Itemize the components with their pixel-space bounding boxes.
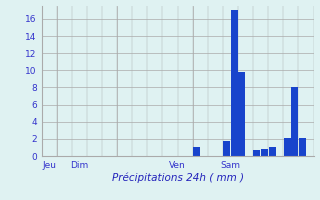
Bar [231, 10, 238, 156]
Bar [193, 147, 200, 156]
Bar [253, 150, 260, 156]
Bar [291, 87, 298, 156]
Bar [284, 138, 291, 156]
X-axis label: Précipitations 24h ( mm ): Précipitations 24h ( mm ) [112, 173, 244, 183]
Bar [299, 138, 306, 156]
Bar [261, 149, 268, 156]
Bar [223, 141, 230, 156]
Bar [268, 147, 276, 156]
Bar [238, 72, 245, 156]
